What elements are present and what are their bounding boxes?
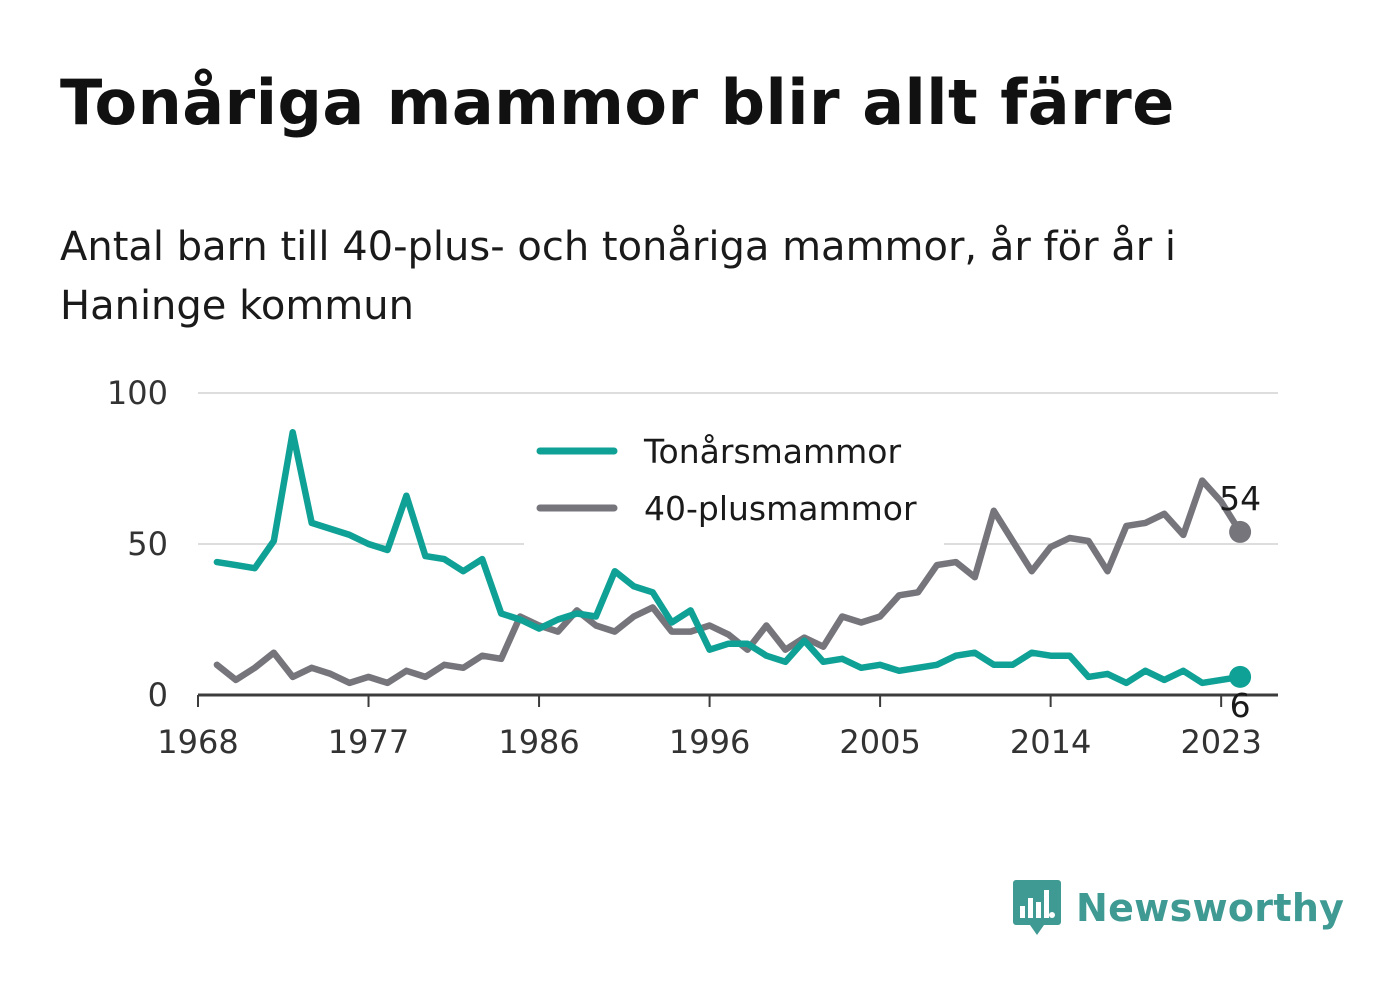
x-tick-label: 2014 bbox=[1010, 723, 1091, 761]
x-tick-label: 1996 bbox=[669, 723, 750, 761]
newsworthy-logo-icon bbox=[1013, 880, 1061, 935]
y-tick-label: 50 bbox=[127, 525, 168, 563]
legend-label: Tonårsmammor bbox=[643, 432, 901, 471]
end-value-label: 54 bbox=[1219, 479, 1261, 518]
x-tick-label: 1986 bbox=[498, 723, 579, 761]
y-axis-ticks: 0 50 100 bbox=[107, 374, 168, 714]
x-tick-label: 1977 bbox=[328, 723, 409, 761]
series-line-0 bbox=[213, 429, 1244, 687]
x-axis-ticks: 1968 1977 1986 1996 2005 2014 2023 bbox=[157, 695, 1262, 761]
newsworthy-logo: Newsworthy bbox=[1012, 878, 1344, 938]
end-point-marker bbox=[1229, 665, 1252, 688]
chart-subtitle: Antal barn till 40-plus- och tonåriga ma… bbox=[60, 224, 1177, 329]
legend: Tonårsmammor 40-plusmammor bbox=[524, 418, 944, 546]
y-tick-label: 0 bbox=[148, 676, 168, 714]
series-lines bbox=[213, 429, 1244, 687]
chart-title: Tonåriga mammor blir allt färre bbox=[60, 66, 1175, 139]
end-value-label: 6 bbox=[1230, 686, 1251, 725]
legend-background bbox=[524, 418, 944, 546]
end-point-marker bbox=[1229, 520, 1252, 543]
y-tick-label: 100 bbox=[107, 374, 168, 412]
series-line-1 bbox=[213, 477, 1244, 687]
x-tick-label: 2005 bbox=[839, 723, 920, 761]
legend-label: 40-plusmammor bbox=[644, 489, 917, 528]
end-markers: 6 54 bbox=[1219, 479, 1261, 725]
x-tick-label: 2023 bbox=[1180, 723, 1261, 761]
brand-name: Newsworthy bbox=[1076, 886, 1345, 930]
x-tick-label: 1968 bbox=[157, 723, 238, 761]
